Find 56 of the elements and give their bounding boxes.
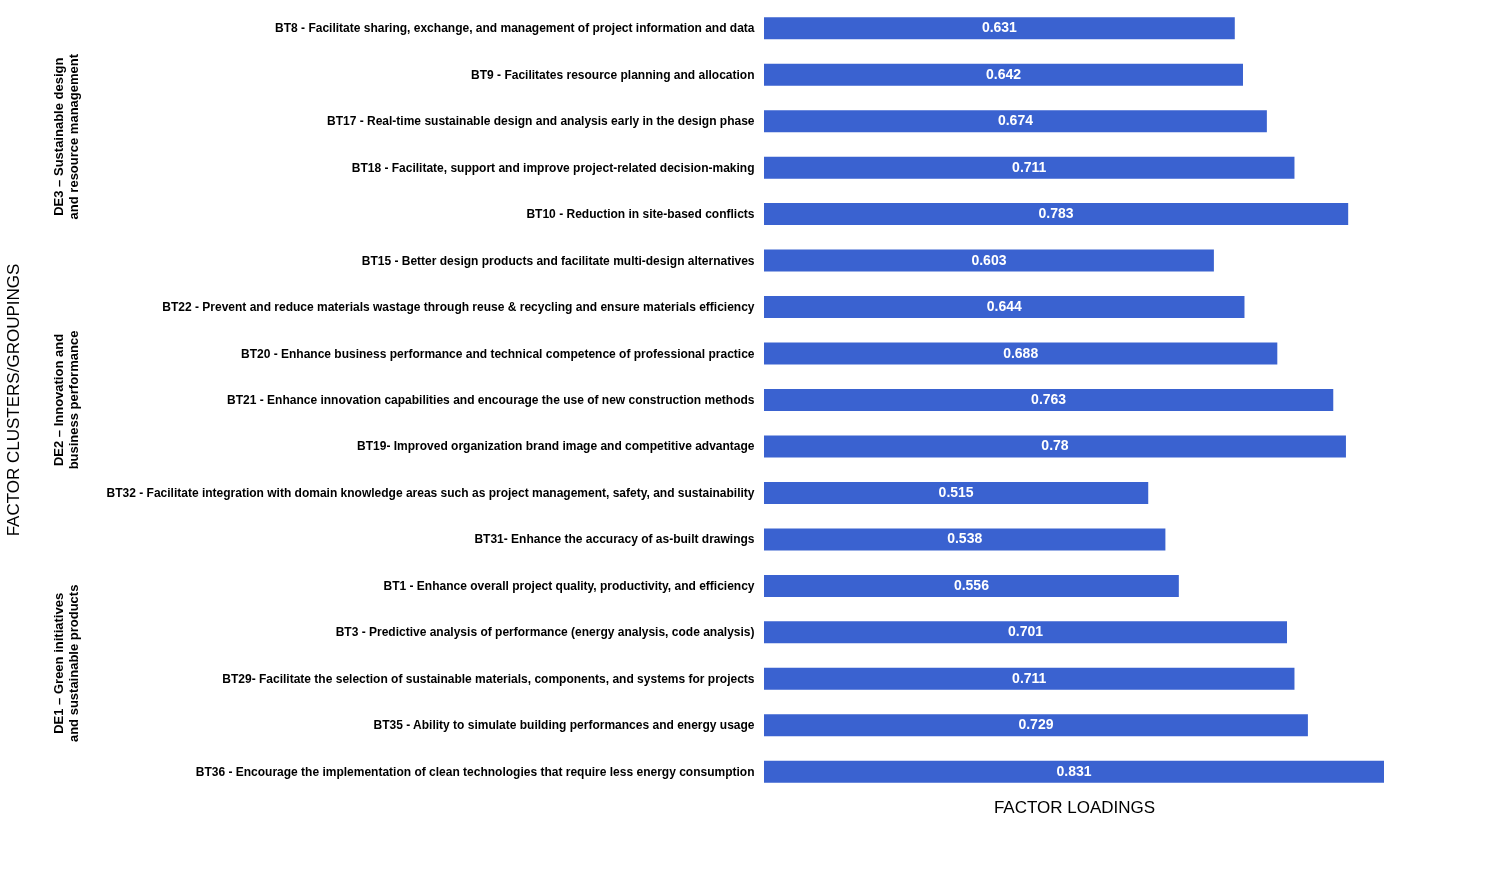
y-tick-label: BT35 - Ability to simulate building performances and energy usage [373, 718, 755, 733]
data-label: 0.674 [997, 112, 1034, 129]
data-label: 0.783 [1038, 205, 1074, 222]
y-tick-label: BT36 - Encourage the implementation of clean technologies that require less energy consumption [195, 764, 755, 779]
data-label: 0.688 [1003, 344, 1039, 361]
bar [764, 621, 1288, 644]
y-tick-label: BT3 - Predictive analysis of performance (energy analysis, code analysis) [335, 625, 755, 640]
y-tick-label: BT10 - Reduction in site-based conflicts [526, 207, 755, 222]
y-tick-label: BT1 - Enhance overall project quality, productivity, and efficiency [383, 578, 755, 593]
y-tick-label: BT9 - Facilitates resource planning and allocation [471, 67, 755, 82]
bar [764, 435, 1346, 458]
data-label: 0.538 [947, 530, 983, 547]
bar [764, 528, 1166, 551]
bar [764, 714, 1308, 737]
bar [764, 63, 1243, 86]
y-tick-label: BT31- Enhance the accuracy of as-built drawings [474, 532, 755, 547]
bar [764, 203, 1349, 226]
bar [764, 17, 1235, 40]
bar [764, 296, 1245, 319]
bar [764, 342, 1278, 365]
data-label: 0.729 [1018, 716, 1054, 733]
data-label: 0.644 [986, 298, 1022, 315]
y-axis-title: FACTOR CLUSTERS/GROUPINGS [4, 263, 23, 537]
data-label: 0.631 [981, 19, 1018, 36]
bar [764, 249, 1214, 272]
y-tick-label: BT32 - Facilitate integration with domain knowledge areas such as project management, safety, and sustainability [106, 485, 755, 500]
data-label: 0.763 [1031, 391, 1067, 407]
text: DE2 – Innovation and business performance [51, 330, 81, 470]
data-label: 0.711 [1012, 158, 1047, 175]
y-tick-label: BT21 - Enhance innovation capabilities and encourage the use of new construction methods [227, 393, 755, 407]
bar [764, 389, 1334, 411]
data-label: 0.642 [985, 65, 1022, 82]
y-tick-label: BT18 - Facilitate, support and improve project-related decision-making [351, 160, 755, 175]
y-tick-label: BT19- Improved organization brand image and competitive advantage [357, 439, 755, 454]
y-tick-label: BT8 - Facilitate sharing, exchange, and management of project information and data [275, 21, 755, 36]
bar [764, 156, 1295, 179]
bar [764, 110, 1267, 133]
bar [764, 481, 1149, 504]
data-label: 0.831 [1056, 762, 1092, 779]
y-tick-label: BT22 - Prevent and reduce materials wastage through reuse & recycling and ensure materials efficiency [162, 300, 755, 315]
y-tick-label: BT20 - Enhance business performance and technical competence of professional practice [241, 346, 755, 361]
text: DE3 – Sustainable design and resource management [51, 53, 81, 220]
text: DE1 – Green initiatives and sustainable products [51, 584, 81, 743]
y-tick-label: BT15 - Better design products and facilitate multi-design alternatives [361, 253, 755, 268]
bar [764, 760, 1384, 783]
y-tick-label: BT17 - Real-time sustainable design and analysis early in the design phase [327, 114, 755, 129]
bar [764, 667, 1295, 690]
data-label: 0.701 [1007, 623, 1044, 640]
data-label: 0.711 [1012, 669, 1047, 686]
data-label: 0.556 [953, 576, 990, 593]
data-label: 0.603 [971, 251, 1007, 268]
bar [764, 574, 1179, 597]
y-tick-label: BT29- Facilitate the selection of sustainable materials, components, and systems for projects [222, 671, 755, 686]
x-axis-title: FACTOR LOADINGS [993, 797, 1156, 817]
data-label: 0.515 [938, 483, 974, 500]
data-label: 0.78 [1041, 437, 1069, 454]
